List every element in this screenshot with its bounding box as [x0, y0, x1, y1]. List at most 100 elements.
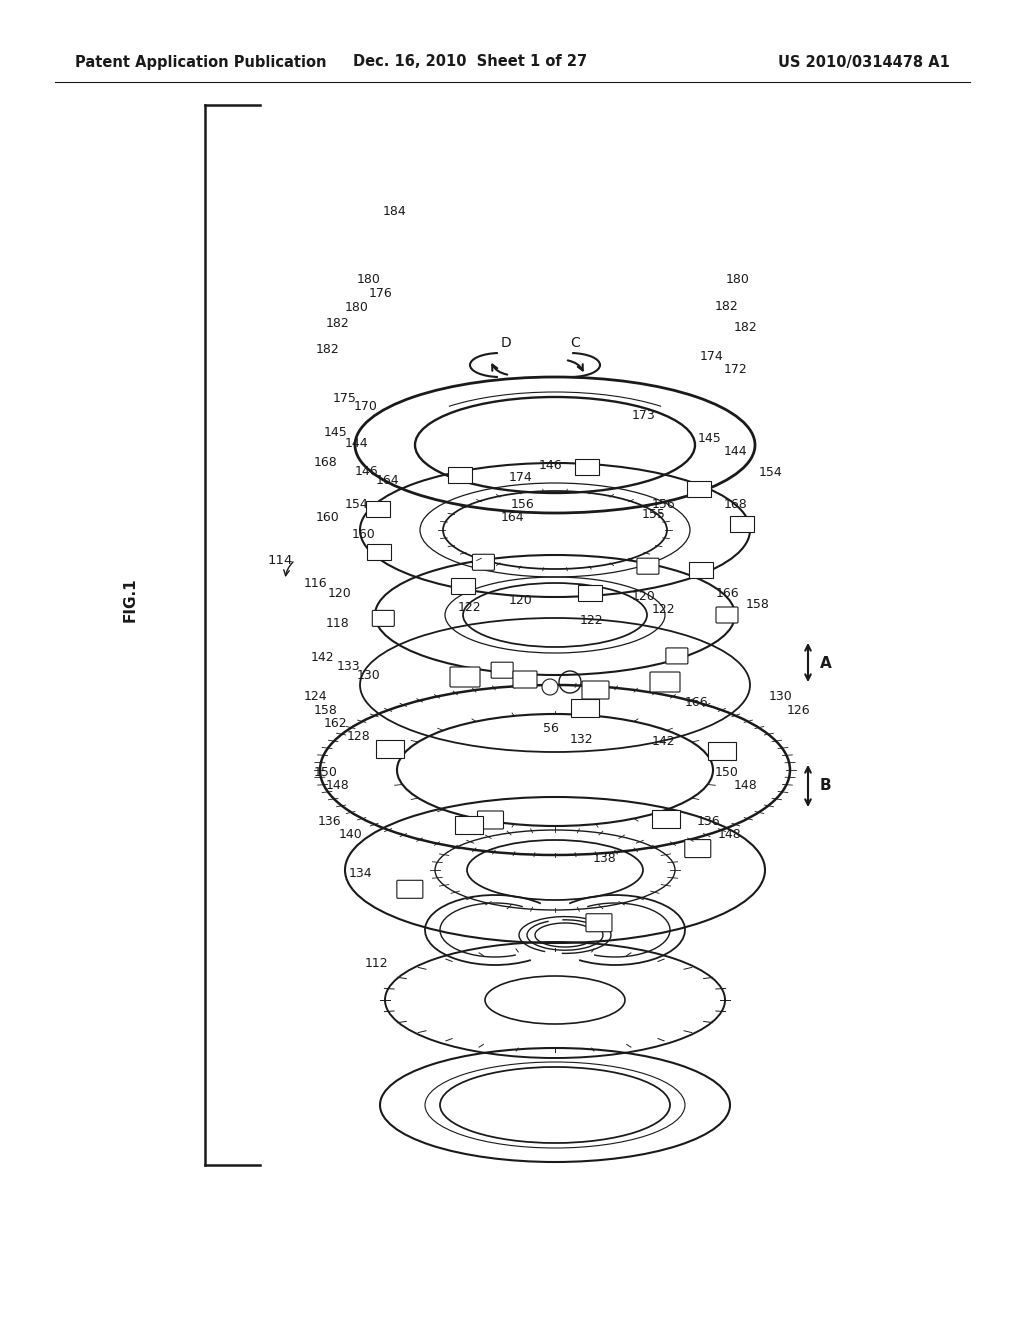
- Text: 145: 145: [324, 426, 348, 440]
- Text: 116: 116: [303, 577, 328, 590]
- Text: 142: 142: [651, 735, 676, 748]
- Text: 133: 133: [336, 660, 360, 673]
- Text: 184: 184: [382, 205, 407, 218]
- Text: 168: 168: [723, 498, 748, 511]
- Text: 172: 172: [723, 363, 748, 376]
- Circle shape: [542, 678, 558, 696]
- FancyBboxPatch shape: [652, 809, 680, 828]
- Text: Dec. 16, 2010  Sheet 1 of 27: Dec. 16, 2010 Sheet 1 of 27: [353, 54, 587, 70]
- Text: 144: 144: [723, 445, 748, 458]
- Text: 148: 148: [717, 828, 741, 841]
- Text: 154: 154: [758, 466, 782, 479]
- FancyBboxPatch shape: [513, 671, 537, 688]
- Text: 134: 134: [348, 867, 373, 880]
- FancyBboxPatch shape: [397, 880, 423, 899]
- Text: 118: 118: [326, 616, 350, 630]
- Text: 150: 150: [715, 766, 739, 779]
- Text: 155: 155: [641, 508, 666, 521]
- FancyBboxPatch shape: [367, 544, 391, 561]
- Text: 182: 182: [326, 317, 350, 330]
- FancyBboxPatch shape: [716, 607, 738, 623]
- Text: 146: 146: [354, 465, 379, 478]
- Text: 182: 182: [315, 343, 340, 356]
- FancyBboxPatch shape: [574, 459, 599, 475]
- Text: 180: 180: [344, 301, 369, 314]
- FancyBboxPatch shape: [687, 480, 711, 496]
- Text: C: C: [570, 337, 580, 350]
- Text: 150: 150: [313, 766, 338, 779]
- Text: 148: 148: [326, 779, 350, 792]
- Text: 140: 140: [338, 828, 362, 841]
- Text: 175: 175: [333, 392, 357, 405]
- Text: Patent Application Publication: Patent Application Publication: [75, 54, 327, 70]
- Text: 120: 120: [508, 594, 532, 607]
- FancyBboxPatch shape: [570, 698, 599, 717]
- Text: 182: 182: [715, 300, 739, 313]
- Text: 114: 114: [268, 553, 293, 566]
- Text: 164: 164: [500, 511, 524, 524]
- Text: 136: 136: [696, 814, 721, 828]
- Text: 142: 142: [310, 651, 335, 664]
- Text: FIG.1: FIG.1: [123, 578, 137, 622]
- Text: 120: 120: [631, 590, 655, 603]
- Text: 156: 156: [510, 498, 535, 511]
- Text: 112: 112: [365, 957, 389, 970]
- Text: 122: 122: [457, 601, 481, 614]
- Text: 145: 145: [697, 432, 722, 445]
- FancyBboxPatch shape: [451, 578, 475, 594]
- Text: 182: 182: [733, 321, 758, 334]
- FancyBboxPatch shape: [650, 672, 680, 692]
- Text: 158: 158: [745, 598, 770, 611]
- Text: B: B: [820, 779, 831, 793]
- FancyBboxPatch shape: [492, 663, 513, 678]
- FancyBboxPatch shape: [472, 554, 495, 570]
- FancyBboxPatch shape: [477, 810, 504, 829]
- Text: 180: 180: [356, 273, 381, 286]
- Text: 154: 154: [344, 498, 369, 511]
- Text: 164: 164: [375, 474, 399, 487]
- Text: 156: 156: [651, 498, 676, 511]
- Text: 132: 132: [569, 733, 594, 746]
- Text: 126: 126: [786, 704, 811, 717]
- Text: D: D: [501, 337, 511, 350]
- Text: 130: 130: [356, 669, 381, 682]
- Text: 176: 176: [369, 286, 393, 300]
- FancyBboxPatch shape: [685, 840, 711, 858]
- FancyBboxPatch shape: [373, 610, 394, 627]
- Text: 168: 168: [313, 455, 338, 469]
- Text: 158: 158: [313, 704, 338, 717]
- Text: 174: 174: [699, 350, 724, 363]
- Text: 166: 166: [684, 696, 709, 709]
- FancyBboxPatch shape: [449, 467, 472, 483]
- Text: 122: 122: [580, 614, 604, 627]
- Text: 122: 122: [651, 603, 676, 616]
- Text: 124: 124: [303, 690, 328, 704]
- Text: 160: 160: [351, 528, 376, 541]
- Text: 144: 144: [344, 437, 369, 450]
- Text: 170: 170: [353, 400, 378, 413]
- FancyBboxPatch shape: [376, 741, 404, 758]
- FancyBboxPatch shape: [689, 562, 713, 578]
- FancyBboxPatch shape: [730, 516, 754, 532]
- FancyBboxPatch shape: [637, 558, 658, 574]
- FancyBboxPatch shape: [582, 681, 609, 700]
- Text: 148: 148: [733, 779, 758, 792]
- Text: 166: 166: [715, 587, 739, 601]
- Text: 128: 128: [346, 730, 371, 743]
- Text: 146: 146: [539, 459, 563, 473]
- Text: 120: 120: [328, 587, 352, 601]
- Text: 130: 130: [768, 690, 793, 704]
- FancyBboxPatch shape: [450, 667, 480, 686]
- Text: US 2010/0314478 A1: US 2010/0314478 A1: [778, 54, 950, 70]
- Text: 162: 162: [324, 717, 348, 730]
- FancyBboxPatch shape: [366, 500, 390, 516]
- Text: 160: 160: [315, 511, 340, 524]
- FancyBboxPatch shape: [579, 585, 602, 601]
- Text: 174: 174: [508, 471, 532, 484]
- FancyBboxPatch shape: [709, 742, 736, 760]
- Text: 173: 173: [631, 409, 655, 422]
- FancyBboxPatch shape: [586, 913, 612, 932]
- Text: 136: 136: [317, 814, 342, 828]
- Text: 138: 138: [592, 851, 616, 865]
- FancyBboxPatch shape: [666, 648, 688, 664]
